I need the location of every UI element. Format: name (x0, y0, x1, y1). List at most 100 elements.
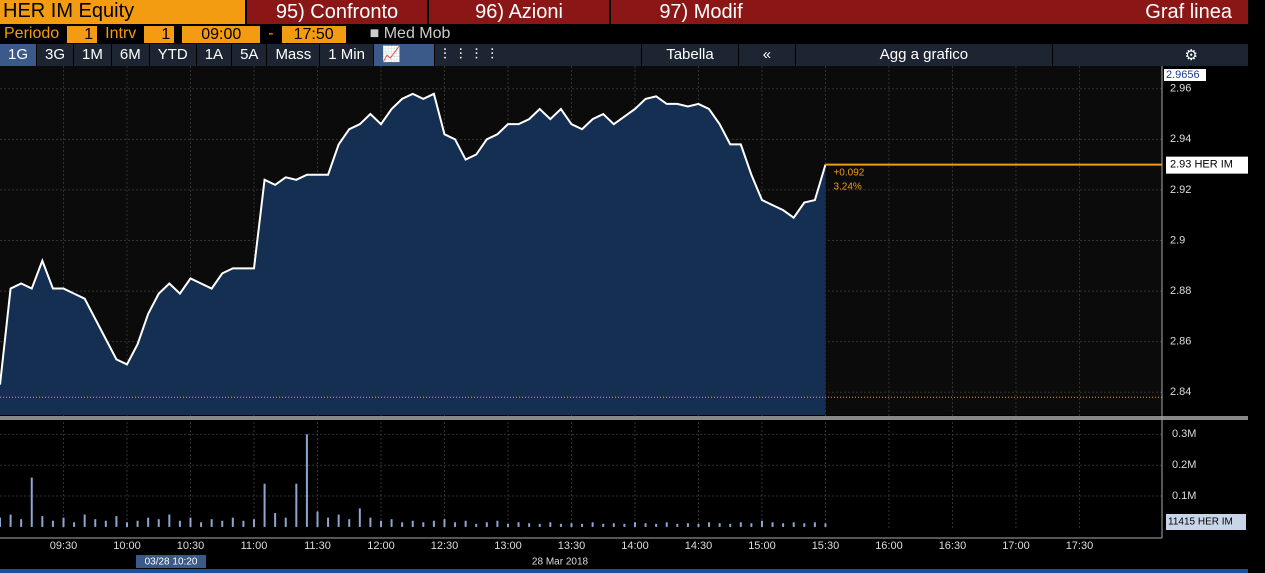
volume-bar (644, 523, 647, 527)
volume-bar (506, 523, 509, 527)
volume-bar (665, 522, 668, 527)
volume-bar (813, 522, 816, 527)
settings-icon[interactable]: ⚙ (1184, 47, 1198, 64)
input[interactable]: 09:00 (182, 25, 261, 43)
volume-bar (136, 520, 139, 527)
toggle[interactable]: ■ Med Mob (369, 25, 451, 42)
range-button[interactable]: YTD (150, 44, 197, 66)
input[interactable]: 1 (144, 25, 175, 43)
range-button[interactable]: 1G (0, 44, 38, 66)
y-tick-label: 2.88 (1170, 285, 1191, 297)
volume-bar (803, 523, 806, 527)
title-bar: HER IM Equity 95) Confronto 96) Azioni 9… (0, 0, 1248, 24)
x-tick-label: 13:00 (494, 540, 522, 552)
volume-bar (623, 523, 626, 527)
collapse[interactable]: « (739, 44, 796, 66)
ranges: 1G 3G 1M 6M YTD 1A 5A Mass 1 Min (0, 44, 374, 66)
volume-bar (263, 483, 266, 527)
volume-bar (284, 517, 287, 527)
volume-bar (591, 522, 594, 527)
volume-bar (760, 520, 763, 527)
cursor-box (136, 555, 206, 568)
volume-bar (51, 520, 54, 527)
add-button[interactable]: Agg a grafico (796, 44, 1053, 66)
volume-bar (464, 520, 467, 527)
menu[interactable]: 96) Azioni (427, 0, 609, 24)
y-tick-label: 2.94 (1170, 133, 1191, 145)
security[interactable]: HER IM Equity (0, 0, 245, 24)
label-box (1164, 69, 1206, 81)
range-button[interactable]: Mass (267, 44, 321, 66)
volume-bar (0, 517, 1, 527)
x-tick-label: 15:00 (748, 540, 776, 552)
volume-bar (252, 519, 255, 527)
volume-bar (379, 520, 382, 527)
volume-bar (475, 523, 478, 527)
range-button[interactable]: 6M (112, 44, 150, 66)
plot-bg (0, 66, 1162, 415)
range-button[interactable]: 3G (37, 44, 75, 66)
volume-bar (73, 522, 76, 527)
y-tick-label: 2.9 (1170, 234, 1185, 246)
cursor-date: 03/28 10:20 (145, 557, 198, 568)
range-button[interactable]: 1A (197, 44, 233, 66)
volume-bar (157, 519, 160, 527)
volume-bar (612, 523, 615, 527)
x-tick-label: 12:00 (367, 540, 395, 552)
volume-bar (115, 516, 118, 527)
separator (0, 416, 1248, 420)
x-tick-label: 13:30 (558, 540, 586, 552)
range-bar: 1G 3G 1M 6M YTD 1A 5A Mass 1 Min 📈 ⫶⫶⫶⫶ Tabella … (0, 44, 1248, 66)
volume-bar (221, 520, 224, 527)
high-label: 2.9656 (1166, 69, 1200, 81)
x-tick-label: 12:30 (431, 540, 459, 552)
change-label: +0.092 (833, 167, 864, 178)
tool-button[interactable]: Annotare (541, 66, 623, 88)
tool-button[interactable]: Notizie (622, 66, 692, 88)
volume-bar (189, 517, 192, 527)
volume-bar (676, 523, 679, 527)
x-tick-label: 11:30 (304, 540, 331, 552)
tool-button[interactable]: Zoom (692, 66, 756, 88)
menu[interactable]: 95) Confronto (245, 0, 427, 24)
volume-bar (369, 517, 372, 527)
volume-bar (729, 523, 732, 527)
tool-button[interactable]: Track (478, 66, 541, 88)
volume-bar (210, 519, 213, 527)
x-tick-label: 14:30 (685, 540, 713, 552)
volume-bar (559, 523, 562, 527)
x-tick-label: 11:00 (241, 540, 268, 552)
y2-tick-label: 0.1M (1172, 490, 1196, 502)
x-tick-label: 15:30 (812, 540, 840, 552)
menu[interactable]: 97) Modif (609, 0, 791, 24)
input[interactable]: 17:50 (281, 25, 346, 43)
range-button[interactable]: 1M (74, 44, 112, 66)
volume-bar (41, 516, 44, 527)
table-button[interactable]: Tabella (642, 44, 739, 66)
volume-bar (633, 522, 636, 527)
volume-bar (432, 520, 435, 527)
volume-label: 11415 HER IM (1168, 517, 1233, 528)
y-tick-label: 2.92 (1170, 184, 1191, 196)
x-tick-label: 16:00 (875, 540, 903, 552)
range-button[interactable]: 1 Min (320, 44, 374, 66)
chart-types[interactable]: ⫶⫶⫶⫶ (435, 44, 642, 66)
volume-bar (454, 522, 457, 527)
chart-type[interactable]: 📈 (373, 44, 435, 66)
settings-bar: Periodo 1 Intrv 1 09:00 - 17:50 ■ Med Mo… (0, 24, 1248, 44)
x-tick-label: 10:30 (177, 540, 205, 552)
volume-bar (178, 520, 181, 527)
range-button[interactable]: 5A (232, 44, 268, 66)
volume-bar (62, 517, 65, 527)
y-tick-label: 2.86 (1170, 336, 1191, 348)
volume-bar (231, 517, 234, 527)
input[interactable]: 1 (67, 25, 98, 43)
volume-bar (581, 523, 584, 527)
volume-bar (168, 514, 171, 527)
volume-bar (316, 511, 319, 527)
scroll-bar (0, 569, 1248, 573)
x-tick-label: 14:00 (621, 540, 649, 552)
volume-bar (443, 519, 446, 527)
view-title: Graf linea (1145, 0, 1232, 23)
